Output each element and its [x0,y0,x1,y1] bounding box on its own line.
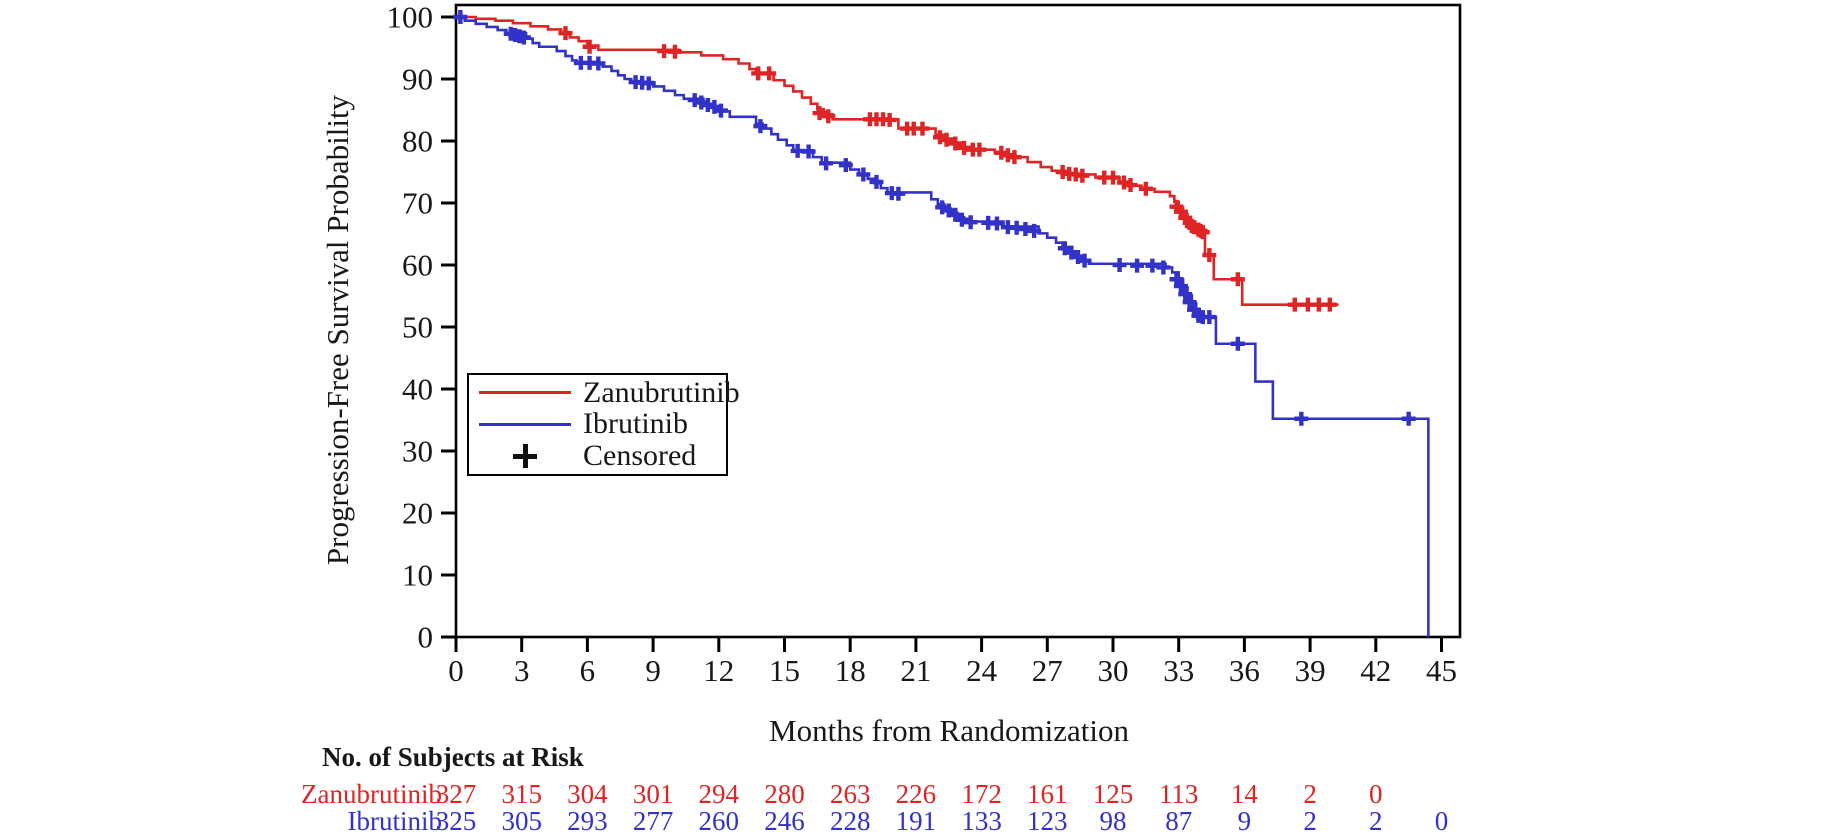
plot-frame [454,3,1462,639]
at-risk-value: 14 [1230,779,1258,809]
at-risk-value: 123 [1027,806,1068,836]
survival-curve-ibrutinib [456,15,1430,637]
x-tick-label: 6 [580,653,596,688]
zanubrutinib-line-swatch [479,391,571,395]
at-risk-value: 226 [895,779,937,809]
censored-marker-swatch [479,444,571,469]
x-tick-label: 0 [448,653,464,688]
y-tick-label: 50 [402,310,433,345]
x-tick-label: 18 [835,653,866,688]
y-tick-label: 30 [402,434,433,469]
at-risk-header: No. of Subjects at Risk [322,742,584,772]
y-tick-label: 0 [418,620,434,655]
at-risk-value: 191 [895,806,937,836]
at-risk-value: 2 [1303,779,1317,809]
at-risk-value: 172 [961,779,1002,809]
x-tick-label: 12 [703,653,734,688]
y-axis-title: Progression-Free Survival Probability [320,94,355,565]
red-line-icon [479,391,571,395]
y-tick-label: 100 [387,0,434,35]
at-risk-value: 113 [1158,779,1199,809]
at-risk-value: 125 [1092,779,1134,809]
x-tick-label: 36 [1229,653,1260,688]
legend-label: Ibrutinib [583,407,688,441]
legend-label: Zanubrutinib [583,375,740,409]
at-risk-value: 0 [1434,806,1449,836]
x-tick-label: 45 [1426,653,1457,688]
at-risk-value: 327 [435,779,477,809]
x-tick-label: 30 [1098,653,1129,688]
x-tick-label: 15 [769,653,800,688]
x-tick-label: 42 [1360,653,1391,688]
y-tick-label: 80 [402,124,433,159]
ibrutinib-line-swatch [479,422,571,426]
at-risk-value: 9 [1237,806,1252,836]
at-risk-value: 304 [567,779,608,809]
x-tick-label: 24 [966,653,998,688]
y-tick-label: 90 [402,62,433,97]
x-tick-label: 21 [900,653,931,688]
at-risk-value: 305 [501,806,542,836]
at-risk-value: 315 [501,779,542,809]
legend-item-censored: Censored [479,441,726,472]
x-tick-label: 3 [514,653,530,688]
legend-label: Censored [583,439,697,473]
at-risk-value: 98 [1099,806,1127,836]
at-risk-value: 2 [1369,806,1383,836]
at-risk-value: 293 [567,806,608,836]
blue-line-icon [479,422,571,426]
y-tick-label: 60 [402,248,433,283]
at-risk-value: 301 [632,779,674,809]
x-tick-label: 27 [1032,653,1063,688]
at-risk-value: 87 [1165,806,1193,836]
at-risk-row-label-zanubrutinib: Zanubrutinib [301,779,442,809]
at-risk-value: 161 [1027,779,1068,809]
y-tick-label: 20 [402,496,433,531]
y-tick-label: 70 [402,186,433,221]
at-risk-value: 2 [1303,806,1317,836]
at-risk-value: 246 [764,806,805,836]
legend: Zanubrutinib Ibrutinib Censored [467,373,740,476]
at-risk-value: 294 [698,779,740,809]
at-risk-value: 263 [829,779,871,809]
at-risk-row-label-ibrutinib: Ibrutinib [347,806,443,836]
censor-marks-ibrutinib [453,10,1416,426]
at-risk-value: 133 [961,806,1002,836]
at-risk-value: 228 [829,806,871,836]
at-risk-value: 277 [632,806,674,836]
censored-plus-icon [513,444,537,469]
x-tick-label: 33 [1163,653,1194,688]
at-risk-value: 0 [1369,779,1383,809]
censor-marks-zanubrutinib [558,26,1337,312]
x-axis-title: Months from Randomization [769,713,1129,748]
at-risk-value: 280 [764,779,805,809]
y-tick-label: 40 [402,372,433,407]
y-tick-label: 10 [402,558,433,593]
x-tick-label: 9 [645,653,661,688]
at-risk-value: 325 [435,806,477,836]
legend-item-ibrutinib: Ibrutinib [479,409,726,440]
at-risk-value: 260 [698,806,740,836]
x-tick-label: 39 [1295,653,1326,688]
legend-item-zanubrutinib: Zanubrutinib [479,377,740,408]
